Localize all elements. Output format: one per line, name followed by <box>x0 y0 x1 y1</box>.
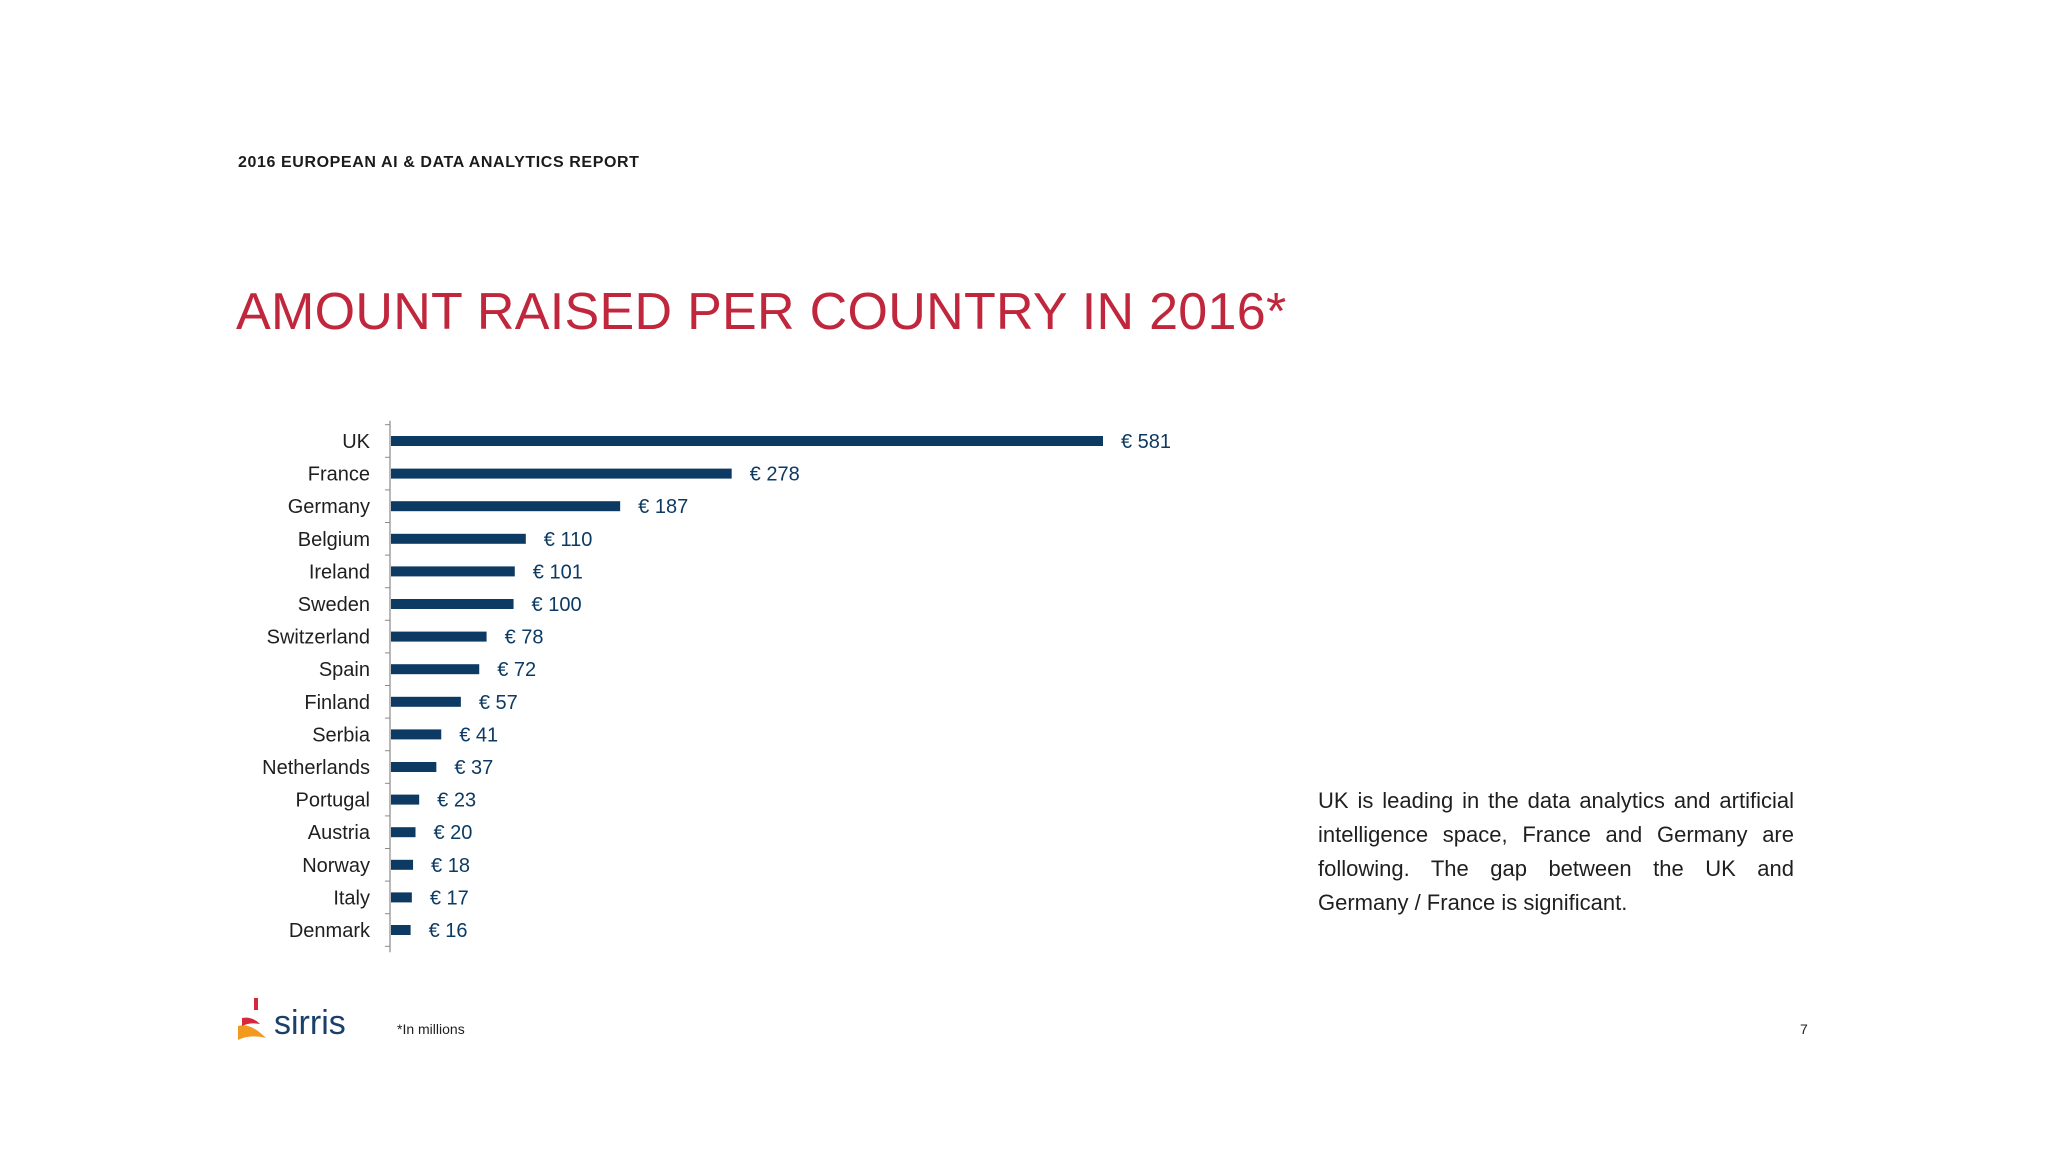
bar <box>391 599 514 609</box>
category-label: UK <box>342 431 370 453</box>
category-label: France <box>308 464 370 486</box>
data-label: € 17 <box>430 887 469 909</box>
data-label: € 20 <box>434 822 473 844</box>
bar-chart: UK € 581 France € 278 Germany € 187 Belgium € 1… <box>262 420 1171 953</box>
report-label: 2016 EUROPEAN AI & DATA ANALYTICS REPORT <box>238 154 640 171</box>
bar <box>391 892 412 903</box>
bar <box>391 925 411 935</box>
data-label: € 110 <box>544 529 593 551</box>
category-label: Belgium <box>298 529 370 551</box>
data-label: € 101 <box>533 561 583 583</box>
data-label: € 100 <box>532 594 582 616</box>
bar <box>391 436 1103 446</box>
data-label: € 23 <box>437 790 476 812</box>
category-label: Finland <box>304 692 370 714</box>
category-label: Austria <box>308 822 371 844</box>
commentary-text: UK is leading in the data analytics and … <box>1318 788 1794 915</box>
bar <box>391 533 526 544</box>
sirris-logo-icon <box>238 998 266 1040</box>
bar <box>391 762 437 772</box>
data-label: € 57 <box>479 692 518 714</box>
page-number: 7 <box>1800 1021 1808 1037</box>
category-label: Netherlands <box>262 757 370 779</box>
data-label: € 187 <box>638 496 688 518</box>
bar <box>391 468 732 479</box>
sirris-logo: sirris <box>236 996 346 1042</box>
bar <box>391 566 515 577</box>
data-label: € 581 <box>1121 431 1171 453</box>
category-label: Serbia <box>312 724 371 746</box>
category-label: Portugal <box>296 790 371 812</box>
category-label: Spain <box>319 659 370 681</box>
data-label: € 72 <box>497 659 536 681</box>
data-label: € 278 <box>750 464 800 486</box>
data-label: € 16 <box>429 920 468 942</box>
category-label: Sweden <box>298 594 370 616</box>
bar <box>391 859 414 870</box>
data-label: € 18 <box>431 855 470 877</box>
bar <box>391 631 487 642</box>
bar <box>391 664 480 675</box>
bar <box>391 827 416 838</box>
data-label: € 41 <box>459 724 498 746</box>
bar <box>391 794 420 805</box>
category-label: Switzerland <box>267 627 370 649</box>
category-label: Ireland <box>309 561 370 583</box>
logo-text: sirris <box>274 1004 346 1042</box>
bar <box>391 696 461 707</box>
data-label: € 37 <box>454 757 493 779</box>
category-label: Germany <box>288 496 370 518</box>
bar <box>391 501 621 512</box>
data-label: € 78 <box>505 627 544 649</box>
category-label: Denmark <box>289 920 371 942</box>
bar <box>391 729 442 740</box>
footnote: *In millions <box>397 1021 465 1037</box>
category-label: Norway <box>302 855 370 877</box>
page-title: AMOUNT RAISED PER COUNTRY IN 2016* <box>236 283 1287 341</box>
category-label: Italy <box>333 887 370 909</box>
